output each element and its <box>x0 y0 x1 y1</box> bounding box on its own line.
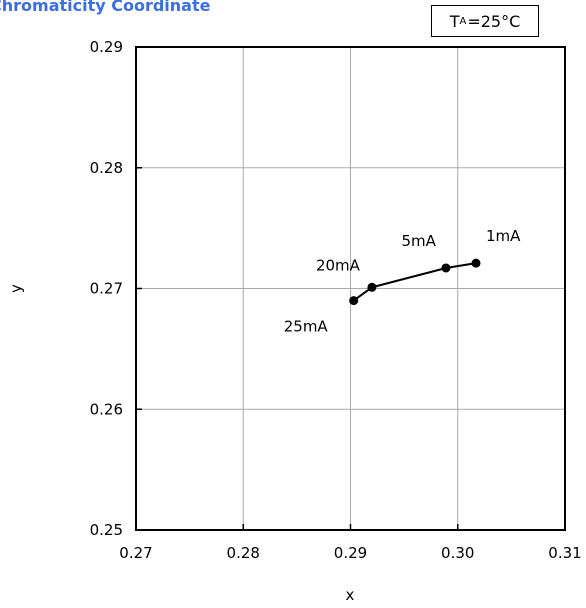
x-tick-label: 0.28 <box>227 544 260 562</box>
y-tick-label: 0.28 <box>90 159 123 177</box>
series-line <box>353 262 477 302</box>
x-tick-label: 0.27 <box>119 544 152 562</box>
x-axis-label: x <box>346 586 355 604</box>
data-point <box>349 296 359 306</box>
x-tick-label: 0.30 <box>441 544 474 562</box>
data-series: 1mA 5mA 20mA 25mA <box>284 227 521 335</box>
condition-symbol: T <box>449 11 460 31</box>
data-point <box>471 258 481 268</box>
x-tick-label: 0.31 <box>548 544 581 562</box>
y-axis-label: y <box>7 284 25 293</box>
data-point <box>367 282 377 292</box>
data-label: 20mA <box>316 256 361 274</box>
data-label: 25mA <box>284 318 329 336</box>
condition-subscript: A <box>459 15 467 27</box>
y-tick-label: 0.29 <box>90 38 123 56</box>
grid-lines <box>136 47 565 530</box>
x-tick-label: 0.29 <box>334 544 367 562</box>
data-label: 1mA <box>486 227 521 245</box>
condition-value: =25°C <box>467 11 521 31</box>
y-tick-label: 0.25 <box>90 521 123 539</box>
y-tick-label: 0.27 <box>90 280 123 298</box>
temperature-condition-box: T A =25°C <box>431 5 539 37</box>
data-label: 5mA <box>402 232 437 250</box>
y-tick-label: 0.26 <box>90 400 123 418</box>
chart-title: Chromaticity Coordinate <box>0 0 211 15</box>
tick-labels: 0.27 0.28 0.29 0.30 0.31 0.25 0.26 0.27 0.28 0.29 <box>90 38 582 562</box>
data-point <box>441 263 451 273</box>
axes <box>135 46 566 531</box>
